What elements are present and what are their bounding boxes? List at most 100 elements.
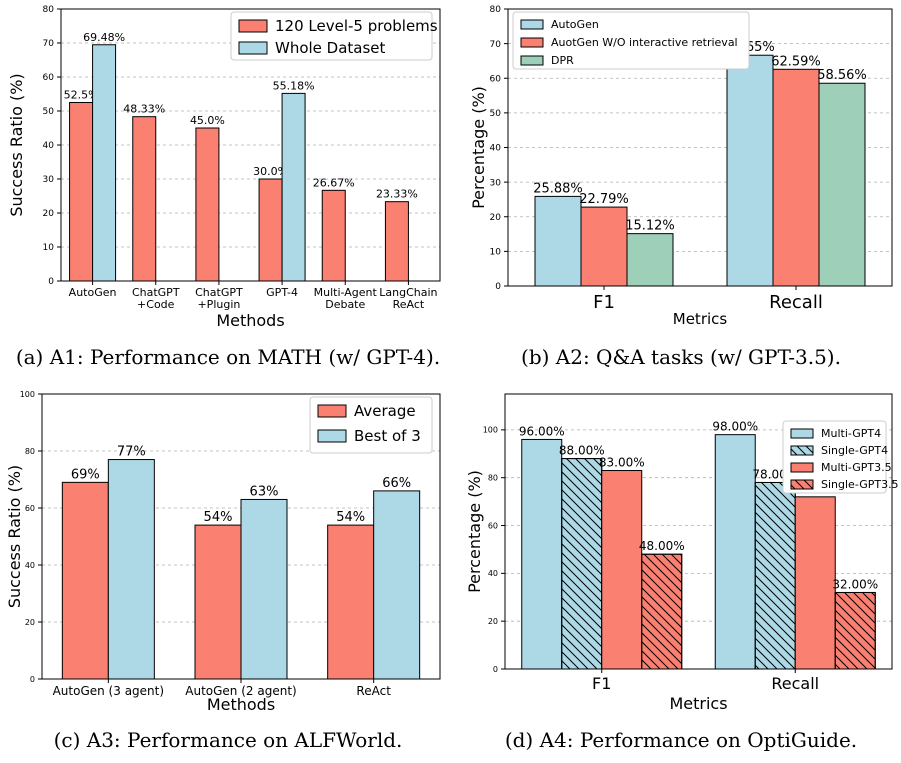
legend-swatch — [520, 19, 544, 30]
x-tick-label: +Plugin — [197, 298, 240, 311]
legend-swatch — [317, 429, 347, 443]
data-label: 54% — [336, 510, 365, 525]
legend-swatch — [790, 462, 814, 473]
legend-box — [230, 11, 433, 61]
data-label: 26.67% — [313, 176, 355, 189]
y-tick-label: 40 — [490, 144, 502, 154]
chart-a2-qa: 0102030405060708025.88%66.65%22.79%62.59… — [469, 5, 893, 328]
legend-label: 120 Level-5 problems — [275, 17, 438, 35]
y-tick-label: 10 — [490, 248, 502, 258]
x-axis-title: Methods — [207, 695, 275, 714]
legend: Multi-GPT4 Single-GPT4 Multi-GPT3.5 Single-… — [782, 420, 899, 494]
bar — [601, 470, 643, 670]
data-label: 55.18% — [273, 79, 315, 92]
y-tick-label: 20 — [490, 213, 502, 223]
y-tick-label: 80 — [488, 473, 498, 482]
data-label: 52.5% — [64, 89, 99, 102]
legend-label: Single-GPT4 — [821, 444, 888, 457]
caption-d: (d) A4: Performance on OptiGuide. — [504, 728, 858, 752]
x-tick-label: GPT-4 — [266, 286, 298, 299]
legend: AutoGen AuotGen W/O interactive retrieval… — [512, 11, 750, 70]
x-tick-label: F1 — [592, 674, 611, 693]
y-tick-label: 60 — [25, 504, 35, 513]
legend-swatch-hatch — [790, 445, 814, 456]
legend: 120 Level-5 problems Whole Dataset — [230, 11, 438, 61]
x-tick-label: LangChain — [379, 286, 437, 299]
x-tick-label: +Code — [137, 298, 175, 311]
data-label: 62.59% — [771, 54, 821, 69]
caption-b: (b) A2: Q&A tasks (w/ GPT-3.5). — [521, 345, 841, 369]
y-tick-label: 50 — [43, 107, 55, 117]
bar-hatch — [754, 481, 796, 670]
x-tick-label: ChatGPT — [195, 286, 243, 299]
bar — [92, 44, 117, 282]
y-tick-label: 20 — [488, 617, 498, 626]
y-tick-label: 0 — [495, 282, 501, 292]
data-label: 15.12% — [625, 219, 675, 234]
data-label: 66% — [382, 476, 411, 491]
data-label: 69.48% — [83, 31, 125, 44]
bar-hatch — [641, 553, 683, 670]
bar — [534, 195, 582, 287]
legend-label: AuotGen W/O interactive retrieval — [551, 36, 738, 49]
bar — [373, 490, 421, 680]
legend-label: Single-GPT3.5 — [821, 478, 899, 491]
y-tick-label: 70 — [43, 39, 55, 49]
caption-c: (c) A3: Performance on ALFWorld. — [53, 728, 403, 752]
legend-label: Best of 3 — [354, 427, 421, 445]
y-axis-title: Success Ratio (%) — [7, 73, 26, 216]
data-label: 23.33% — [376, 188, 418, 201]
y-tick-label: 0 — [493, 665, 498, 674]
y-tick-label: 20 — [25, 618, 35, 627]
x-tick-label: F1 — [593, 292, 615, 313]
chart-a1-math: 0 10 20 30 40 50 60 70 80 52.5% 48.33% 45.0% 30.0% 26… — [7, 5, 441, 330]
chart-a3-alfworld: 0 20 40 60 80 100 69% 54% 54% 77% 63% 66% AutoGen (3… — [5, 390, 441, 714]
legend-box — [512, 11, 750, 70]
x-tick-label: Recall — [769, 292, 823, 313]
legend-swatch-hatch — [790, 479, 814, 490]
x-tick-label: AutoGen (2 agent) — [185, 684, 296, 698]
legend-swatch — [238, 19, 268, 33]
legend-label: Whole Dataset — [275, 39, 386, 57]
legend-label: Multi-GPT3.5 — [821, 461, 892, 474]
y-tick-label: 100 — [20, 390, 35, 399]
y-tick-label: 80 — [25, 447, 35, 456]
y-tick-label: 30 — [43, 175, 55, 185]
bar — [240, 498, 288, 680]
y-axis-title: Percentage (%) — [469, 86, 488, 209]
bar — [107, 459, 155, 680]
data-label: 25.88% — [533, 181, 583, 196]
data-label: 30.0% — [253, 165, 288, 178]
bar — [772, 68, 820, 287]
legend-swatch — [317, 404, 347, 418]
bar — [521, 438, 563, 670]
bar — [321, 189, 346, 282]
y-axis-title: Success Ratio (%) — [5, 465, 24, 608]
data-label: 32.00% — [832, 577, 878, 591]
legend-label: DPR — [551, 54, 574, 67]
x-tick-label: ChatGPT — [132, 286, 180, 299]
data-label: 83.00% — [599, 456, 645, 470]
y-tick-label: 50 — [490, 109, 502, 119]
x-axis-title: Metrics — [673, 310, 728, 328]
bar — [132, 116, 157, 282]
bar — [258, 178, 283, 282]
bar-hatch — [561, 458, 603, 670]
x-tick-label: Debate — [325, 298, 365, 311]
bar — [626, 233, 674, 287]
bar — [384, 201, 409, 282]
caption-a: (a) A1: Performance on MATH (w/ GPT-4). — [15, 345, 441, 369]
y-tick-label: 40 — [43, 141, 55, 151]
bar — [281, 92, 306, 282]
data-label: 96.00% — [519, 424, 565, 438]
y-tick-label: 40 — [488, 569, 498, 578]
data-label: 54% — [204, 510, 233, 525]
x-tick-label: AutoGen (3 agent) — [53, 684, 164, 698]
x-tick-label: Multi-Agent — [314, 286, 378, 299]
bar — [195, 127, 220, 282]
legend-swatch — [520, 37, 544, 48]
y-tick-label: 40 — [25, 561, 35, 570]
y-tick-label: 30 — [490, 178, 502, 188]
data-label: 63% — [250, 484, 279, 499]
